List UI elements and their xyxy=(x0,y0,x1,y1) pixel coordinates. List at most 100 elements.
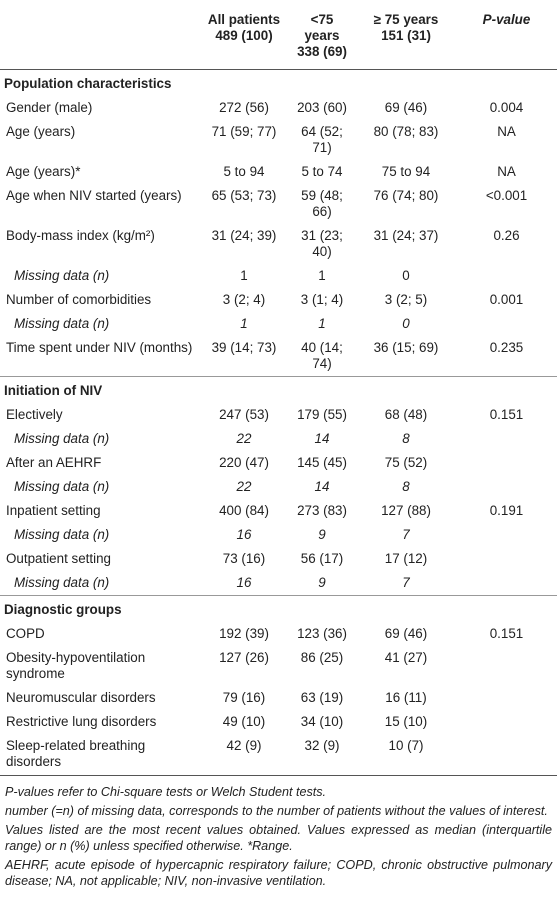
cell: 32 (9) xyxy=(288,734,356,776)
cell: 1 xyxy=(240,316,248,331)
cell: 69 (46) xyxy=(384,100,428,115)
cell xyxy=(456,734,557,776)
cell: 192 (39) xyxy=(219,626,269,641)
cell: 63 (19) xyxy=(300,690,344,705)
row-label: Gender (male) xyxy=(6,100,93,115)
table-header: All patients 489 (100) <75 years 338 (69) ≥ … xyxy=(0,0,557,70)
cell: 75 (52) xyxy=(384,455,428,470)
data-row: Age when NIV started (years) 65 (53; 73) 5… xyxy=(0,184,557,224)
data-table: All patients 489 (100) <75 years 338 (69) ≥ … xyxy=(0,0,557,776)
data-row: COPD 192 (39) 123 (36) 69 (46) 0.151 xyxy=(0,622,557,646)
cell xyxy=(456,571,557,596)
cell: 123 (36) xyxy=(297,626,347,641)
data-row: Outpatient setting 73 (16) 56 (17) 17 (12) xyxy=(0,547,557,571)
column-label: ≥ 75 years xyxy=(373,12,439,27)
cell: 68 (48) xyxy=(384,407,428,422)
section-row: Diagnostic groups xyxy=(0,595,557,622)
cell: 5 to 94 xyxy=(223,164,265,179)
cell: 272 (56) xyxy=(219,100,269,115)
data-row: Missing data (n) 1 1 0 xyxy=(0,264,557,288)
cell: 40 (14; 74) xyxy=(301,340,343,371)
cell: 179 (55) xyxy=(297,407,347,422)
cell: <0.001 xyxy=(485,188,528,203)
cell: 10 (7) xyxy=(356,734,456,776)
footnote: number (=n) of missing data, corresponds… xyxy=(5,804,548,818)
cell xyxy=(456,475,557,499)
data-row: Body-mass index (kg/m²) 31 (24; 39) 31 (23… xyxy=(0,224,557,264)
cell: 73 (16) xyxy=(222,551,266,566)
footnotes: P-values refer to Chi-square tests or We… xyxy=(0,776,557,889)
cell: 7 xyxy=(402,527,410,542)
row-label: Inpatient setting xyxy=(6,503,101,518)
data-row: Time spent under NIV (months) 39 (14; 73)… xyxy=(0,336,557,377)
cell: 76 (74; 80) xyxy=(373,188,439,203)
row-label: Age (years) xyxy=(6,124,76,139)
column-header: <75 years 338 (69) xyxy=(288,0,356,70)
column-header: All patients 489 (100) xyxy=(200,0,288,70)
cell: 65 (53; 73) xyxy=(211,188,277,203)
cell: NA xyxy=(497,124,516,139)
data-row: Inpatient setting 400 (84) 273 (83) 127 (88… xyxy=(0,499,557,523)
column-label: P-value xyxy=(482,12,531,27)
cell: 1 xyxy=(240,268,248,283)
data-row: Sleep-related breathing disorders 42 (9) 3… xyxy=(0,734,557,776)
cell: 16 xyxy=(236,527,252,542)
cell: 59 (48; 66) xyxy=(301,188,343,219)
cell: 14 xyxy=(314,431,330,446)
cell: 3 (2; 4) xyxy=(222,292,266,307)
footnote: AEHRF, acute episode of hypercapnic resp… xyxy=(5,858,552,888)
row-label: After an AEHRF xyxy=(6,455,102,470)
data-row: Missing data (n) 1 1 0 xyxy=(0,312,557,336)
cell: 17 (12) xyxy=(384,551,428,566)
cell: 247 (53) xyxy=(219,407,269,422)
cell: 36 (15; 69) xyxy=(373,340,439,355)
column-label: <75 years xyxy=(304,12,340,43)
section-title: Initiation of NIV xyxy=(0,376,557,403)
cell: 34 (10) xyxy=(300,714,344,729)
data-row: After an AEHRF 220 (47) 145 (45) 75 (52) xyxy=(0,451,557,475)
cell: 127 (88) xyxy=(381,503,431,518)
cell: 9 xyxy=(318,527,326,542)
cell: 15 (10) xyxy=(384,714,428,729)
column-header: ≥ 75 years 151 (31) xyxy=(356,0,456,70)
row-label: Missing data (n) xyxy=(14,268,110,283)
cell xyxy=(456,547,557,571)
data-row: Age (years)* 5 to 94 5 to 74 75 to 94 NA xyxy=(0,160,557,184)
footnote: Values listed are the most recent values… xyxy=(5,823,552,853)
section-row: Initiation of NIV xyxy=(0,376,557,403)
cell: 1 xyxy=(318,268,326,283)
cell: 8 xyxy=(402,431,410,446)
data-row: Missing data (n) 16 9 7 xyxy=(0,523,557,547)
cell: 0.191 xyxy=(489,503,524,518)
column-count: 151 (31) xyxy=(381,28,431,43)
row-label: Sleep-related breathing disorders xyxy=(0,734,200,776)
row-label: Body-mass index (kg/m²) xyxy=(6,228,155,243)
row-label: Missing data (n) xyxy=(14,316,110,331)
data-row: Missing data (n) 22 14 8 xyxy=(0,475,557,499)
cell xyxy=(456,451,557,475)
cell: 31 (24; 37) xyxy=(373,228,439,243)
cell: 203 (60) xyxy=(297,100,347,115)
cell: 42 (9) xyxy=(200,734,288,776)
cell: 0.001 xyxy=(489,292,524,307)
header-cell xyxy=(0,0,200,70)
cell: 41 (27) xyxy=(384,650,428,665)
cell: 220 (47) xyxy=(219,455,269,470)
cell: 0.004 xyxy=(489,100,524,115)
cell xyxy=(456,427,557,451)
data-row: Neuromuscular disorders 79 (16) 63 (19) 16 … xyxy=(0,686,557,710)
cell: 49 (10) xyxy=(222,714,266,729)
cell: 400 (84) xyxy=(219,503,269,518)
section-row: Population characteristics xyxy=(0,70,557,97)
table-body: Population characteristics Gender (male) 2… xyxy=(0,70,557,776)
row-label: Missing data (n) xyxy=(14,479,110,494)
row-label: Missing data (n) xyxy=(14,575,110,590)
cell: 56 (17) xyxy=(300,551,344,566)
cell: 71 (59; 77) xyxy=(211,124,277,139)
cell: 8 xyxy=(402,479,410,494)
cell xyxy=(456,523,557,547)
cell: 22 xyxy=(236,431,252,446)
data-row: Electively 247 (53) 179 (55) 68 (48) 0.151 xyxy=(0,403,557,427)
cell: 5 to 74 xyxy=(301,164,343,179)
cell: 0.26 xyxy=(493,228,520,243)
